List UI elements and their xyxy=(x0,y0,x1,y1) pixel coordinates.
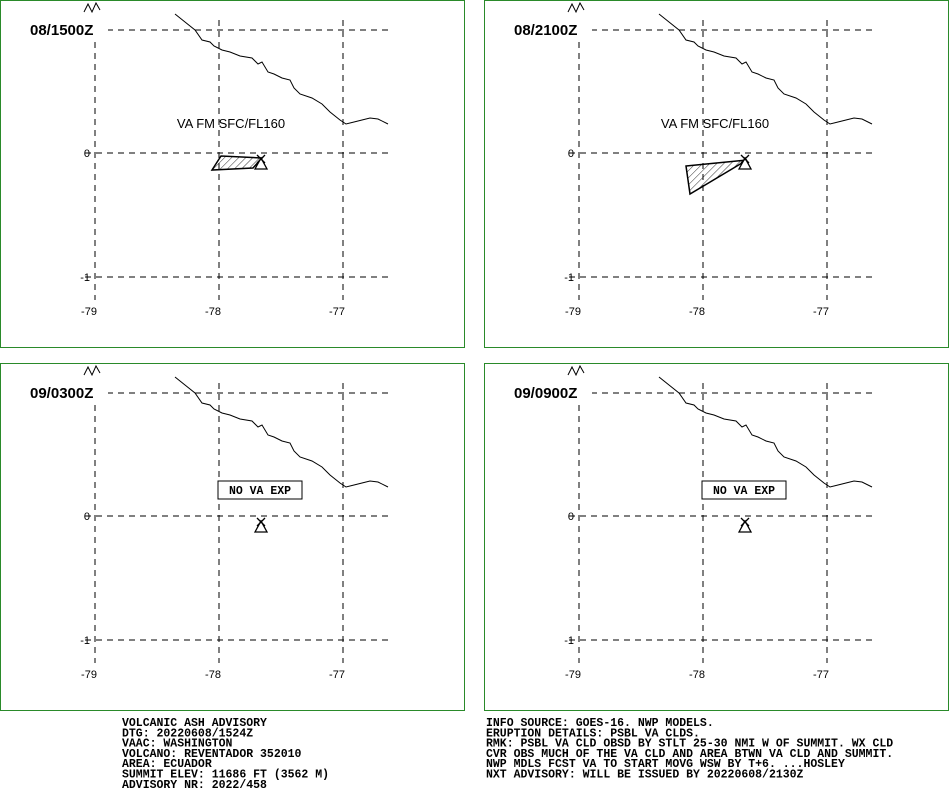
coastline xyxy=(567,364,873,488)
lat-label: -1 xyxy=(80,272,90,284)
advisory-line: VOLCANIC ASH ADVISORY xyxy=(122,717,267,730)
ash-cloud xyxy=(210,155,264,171)
panel-border xyxy=(0,363,465,711)
annotation-box xyxy=(701,480,787,500)
volcano-symbol xyxy=(737,519,753,533)
lon-label: -78 xyxy=(205,669,221,681)
volcano-x xyxy=(256,154,266,164)
advisory-line: VAAC: WASHINGTON xyxy=(122,738,233,751)
annotation: VA FM SFC/FL160 xyxy=(177,116,285,131)
time-bg xyxy=(512,383,592,401)
map-panel: 09/0300Z 0 -1 -79 -78 -77 NO VA EXP xyxy=(0,363,465,711)
coastline xyxy=(567,1,873,125)
lat-label: 0 xyxy=(84,511,90,523)
advisory-line: DTG: 20220608/1524Z xyxy=(122,727,253,740)
volcano-symbol xyxy=(737,156,753,170)
volcano-symbol xyxy=(253,156,269,170)
advisory-line: INFO SOURCE: GOES-16. NWP MODELS. xyxy=(486,717,714,730)
panel-border xyxy=(484,363,949,711)
volcano-x xyxy=(740,517,750,527)
lon-label: -79 xyxy=(81,306,97,318)
advisory-line: SUMMIT ELEV: 11686 FT (3562 M) xyxy=(122,769,329,782)
lat-label: 0 xyxy=(84,148,90,160)
volcano-x xyxy=(256,517,266,527)
time-bg xyxy=(28,383,108,401)
advisory-line: NXT ADVISORY: WILL BE ISSUED BY 20220608… xyxy=(486,769,804,782)
advisory-line: VOLCANO: REVENTADOR 352010 xyxy=(122,748,302,761)
map-panel: 08/1500Z 0 -1 -79 -78 -77 VA FM SFC/FL160 xyxy=(0,0,465,348)
volcano-symbol xyxy=(253,519,269,533)
volcano-x xyxy=(740,154,750,164)
lon-label: -79 xyxy=(81,669,97,681)
valid-time: 09/0300Z xyxy=(30,385,93,402)
lon-label: -78 xyxy=(689,669,705,681)
lon-label: -77 xyxy=(813,306,829,318)
lon-label: -78 xyxy=(205,306,221,318)
time-bg xyxy=(28,20,108,38)
annotation: VA FM SFC/FL160 xyxy=(661,116,769,131)
lat-label: 0 xyxy=(568,148,574,160)
advisory-line: CVR OBS MUCH OF THE VA CLD AND AREA BTWN… xyxy=(486,748,893,761)
advisory-line: AREA: ECUADOR xyxy=(122,758,212,771)
ash-cloud xyxy=(685,159,748,196)
lon-label: -78 xyxy=(689,306,705,318)
valid-time: 08/2100Z xyxy=(514,22,577,39)
lat-label: -1 xyxy=(564,272,574,284)
annotation: NO VA EXP xyxy=(229,485,291,498)
valid-time: 08/1500Z xyxy=(30,22,93,39)
lon-label: -79 xyxy=(565,306,581,318)
lat-label: 0 xyxy=(568,511,574,523)
panel-border xyxy=(484,0,949,348)
map-panel: 09/0900Z 0 -1 -79 -78 -77 NO VA EXP xyxy=(484,363,949,711)
advisory-line: ERUPTION DETAILS: PSBL VA CLDS. xyxy=(486,727,700,740)
advisory-line: RMK: PSBL VA CLD OBSD BY STLT 25-30 NMI … xyxy=(486,738,893,751)
annotation: NO VA EXP xyxy=(713,485,775,498)
annotation-box xyxy=(217,480,303,500)
coastline xyxy=(83,364,389,488)
advisory-line: NWP MDLS FCST VA TO START MOVG WSW BY T+… xyxy=(486,758,845,771)
coastline xyxy=(83,1,389,125)
map-panel: 08/2100Z 0 -1 -79 -78 -77 VA FM SFC/FL160 xyxy=(484,0,949,348)
lon-label: -77 xyxy=(329,306,345,318)
lon-label: -77 xyxy=(329,669,345,681)
advisory-line: ADVISORY NR: 2022/458 xyxy=(122,779,267,792)
lat-label: -1 xyxy=(80,635,90,647)
lon-label: -77 xyxy=(813,669,829,681)
panel-border xyxy=(0,0,465,348)
valid-time: 09/0900Z xyxy=(514,385,577,402)
lat-label: -1 xyxy=(564,635,574,647)
time-bg xyxy=(512,20,592,38)
lon-label: -79 xyxy=(565,669,581,681)
